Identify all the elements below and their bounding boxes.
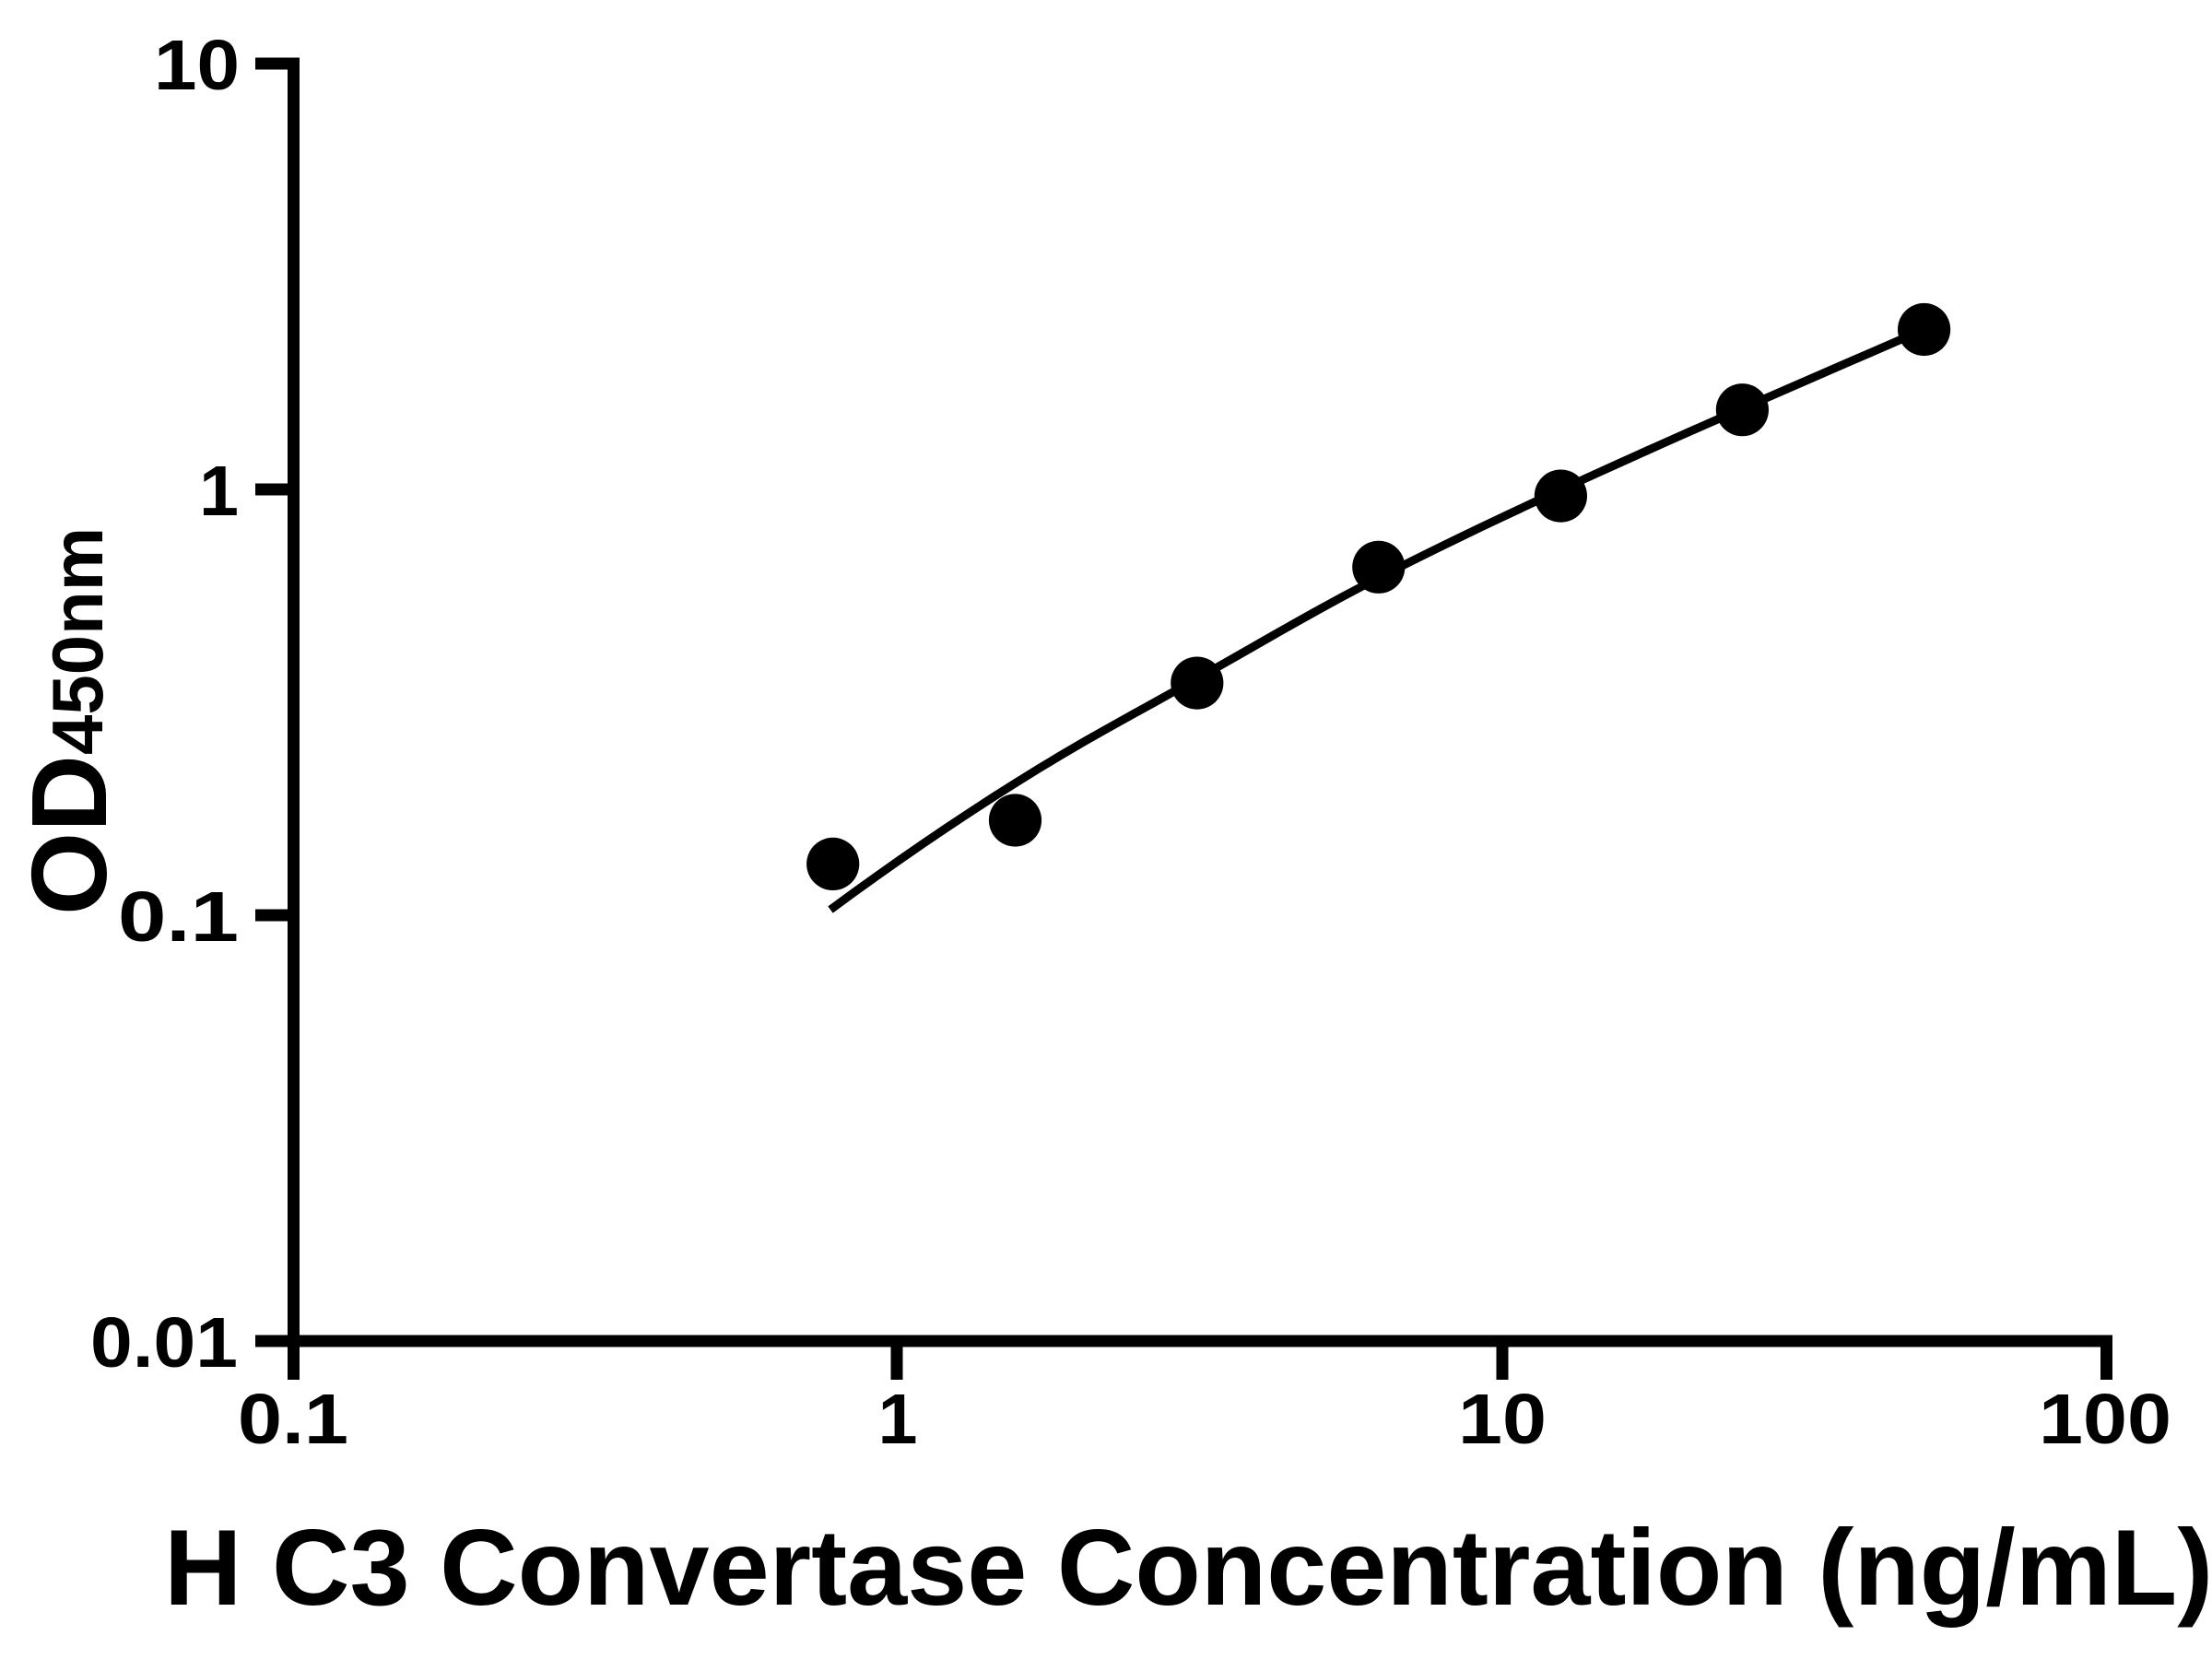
- svg-text:0.1: 0.1: [238, 1380, 348, 1459]
- svg-text:10: 10: [1458, 1380, 1547, 1459]
- svg-text:10: 10: [154, 26, 240, 105]
- svg-text:H C3 Convertase Concentration: H C3 Convertase Concentration (ng/mL): [164, 1507, 2212, 1628]
- svg-text:1: 1: [878, 1380, 918, 1459]
- svg-text:1: 1: [199, 452, 239, 531]
- svg-text:0.01: 0.01: [90, 1303, 238, 1382]
- svg-text:100: 100: [2039, 1380, 2171, 1459]
- svg-text:OD450nm: OD450nm: [9, 527, 129, 915]
- svg-text:0.1: 0.1: [118, 877, 239, 957]
